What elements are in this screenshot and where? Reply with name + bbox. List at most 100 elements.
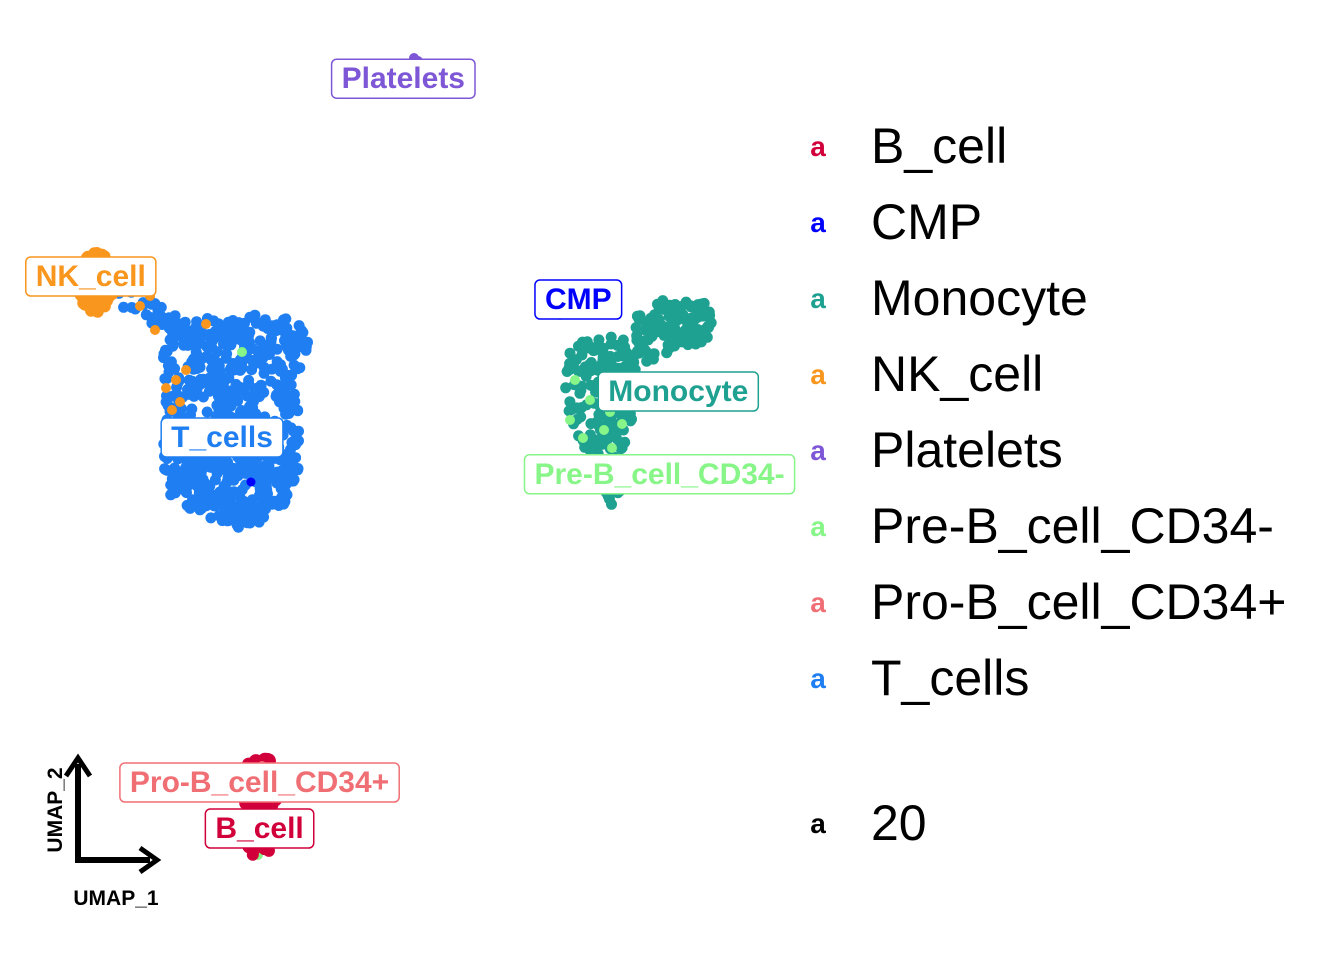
scatter-point-t-cells	[218, 338, 229, 350]
cluster-label-platelets: Platelets	[330, 58, 476, 99]
scatter-point-t-cells	[209, 500, 221, 512]
scatter-point-cmp	[246, 477, 256, 487]
legend-entry: a B_cell	[810, 118, 1007, 174]
scatter-point-t-cells	[191, 384, 203, 396]
scatter-point-monocyte	[566, 403, 578, 415]
scatter-point-monocyte	[576, 349, 588, 361]
scatter-point-monocyte	[642, 334, 654, 346]
scatter-point-t-cells	[274, 468, 286, 480]
cluster-label-text: B_cell	[215, 812, 303, 845]
scatter-point-t-cells	[280, 332, 292, 344]
legend-entry: a T_cells	[810, 650, 1029, 706]
scatter-point-pre-b-cell-cd34-	[607, 443, 617, 453]
scatter-point-monocyte	[589, 434, 601, 446]
cluster-label-b-cell: B_cell	[204, 808, 315, 849]
scatter-point-t-cells	[166, 322, 177, 334]
scatter-point-t-cells	[233, 331, 245, 343]
scatter-point-t-cells	[284, 394, 296, 406]
scatter-point-t-cells	[158, 348, 170, 360]
legend-entry: a Pre-B_cell_CD34-	[810, 498, 1274, 554]
scatter-point-pre-b-cell-cd34-	[237, 347, 247, 357]
scatter-point-monocyte	[586, 359, 597, 371]
scatter-point-t-cells	[146, 298, 158, 310]
legend-label: Pre-B_cell_CD34-	[871, 498, 1274, 554]
scatter-point-monocyte	[703, 322, 714, 333]
scatter-point-t-cells	[271, 343, 283, 355]
cluster-label-text: Platelets	[342, 62, 465, 95]
scatter-point-monocyte	[580, 370, 592, 382]
scatter-point-t-cells	[236, 484, 248, 496]
scatter-point-t-cells	[274, 396, 285, 408]
scatter-point-t-cells	[259, 314, 271, 326]
scatter-point-t-cells	[250, 408, 262, 420]
scatter-point-t-cells	[281, 341, 293, 353]
scatter-point-t-cells	[209, 325, 221, 337]
legend-entry: a NK_cell	[810, 346, 1043, 402]
scatter-point-monocyte	[609, 426, 621, 438]
scatter-point-t-cells	[224, 401, 236, 412]
scatter-point-monocyte	[684, 325, 696, 337]
scatter-point-t-cells	[197, 373, 209, 385]
scatter-point-nk-cell	[150, 325, 160, 335]
scatter-point-nk-cell	[167, 405, 177, 415]
scatter-point-t-cells	[235, 406, 246, 418]
cluster-label-text: T_cells	[171, 421, 273, 454]
scatter-point-t-cells	[292, 404, 303, 416]
cluster-label-box	[204, 808, 315, 849]
legend-key-glyph: a	[810, 511, 826, 542]
legend-label: CMP	[871, 194, 982, 250]
scatter-point-t-cells	[200, 461, 212, 472]
legend-label: Pro-B_cell_CD34+	[871, 574, 1286, 630]
cluster-label-box	[160, 417, 284, 458]
scatter-point-monocyte	[689, 302, 701, 314]
scatter-point-monocyte	[640, 324, 652, 336]
scatter-point-nk-cell	[135, 301, 145, 311]
legend-entry: a Platelets	[810, 422, 1063, 478]
cluster-label-text: Pro-B_cell_CD34+	[130, 766, 389, 799]
scatter-point-t-cells	[253, 516, 265, 528]
scatter-point-pre-b-cell-cd34-	[599, 425, 609, 435]
scatter-point-t-cells	[174, 322, 186, 334]
scatter-point-monocyte	[599, 360, 611, 372]
scatter-point-monocyte	[632, 345, 643, 357]
scatter-point-t-cells	[190, 495, 202, 507]
scatter-point-t-cells	[205, 335, 217, 347]
cluster-label-text: Monocyte	[608, 375, 748, 408]
scatter-point-t-cells	[201, 406, 213, 418]
scatter-point-t-cells	[225, 486, 237, 498]
scatter-point-monocyte	[567, 360, 579, 371]
scatter-point-t-cells	[228, 463, 240, 474]
scatter-point-monocyte	[564, 347, 576, 359]
scatter-point-t-cells	[257, 476, 269, 488]
cluster-label-nk-cell: NK_cell	[25, 256, 157, 297]
scatter-point-t-cells	[258, 367, 270, 379]
axis-arrows: UMAP_1 UMAP_2	[44, 753, 162, 910]
legend-entry: a Monocyte	[810, 270, 1088, 326]
scatter-point-t-cells	[272, 380, 284, 392]
scatter-point-t-cells	[255, 379, 267, 391]
legend-size-entry: a 20	[810, 795, 926, 851]
scatter-point-t-cells	[221, 348, 233, 360]
scatter-point-t-cells	[246, 364, 258, 376]
cluster-label-box	[119, 762, 400, 803]
legend-label: T_cells	[871, 650, 1029, 706]
scatter-point-nk-cell	[201, 319, 211, 329]
scatter-point-t-cells	[246, 391, 258, 403]
cluster-label-monocyte: Monocyte	[597, 371, 760, 412]
legend-key-glyph: a	[810, 587, 826, 618]
scatter-point-monocyte	[619, 361, 631, 373]
scatter-point-monocyte	[576, 380, 588, 392]
legend-label: Monocyte	[871, 270, 1088, 326]
scatter-point-t-cells	[217, 381, 229, 393]
scatter-point-monocyte	[593, 334, 605, 346]
scatter-point-t-cells	[189, 329, 201, 341]
legend-key-glyph: a	[810, 207, 826, 238]
x-axis-label: UMAP_1	[73, 887, 159, 910]
scatter-point-monocyte	[576, 402, 587, 414]
legend-label: Platelets	[871, 422, 1063, 478]
scatter-point-t-cells	[225, 362, 237, 374]
scatter-point-t-cells	[175, 330, 187, 342]
scatter-point-pre-b-cell-cd34-	[617, 419, 627, 429]
scatter-point-t-cells	[222, 472, 234, 484]
